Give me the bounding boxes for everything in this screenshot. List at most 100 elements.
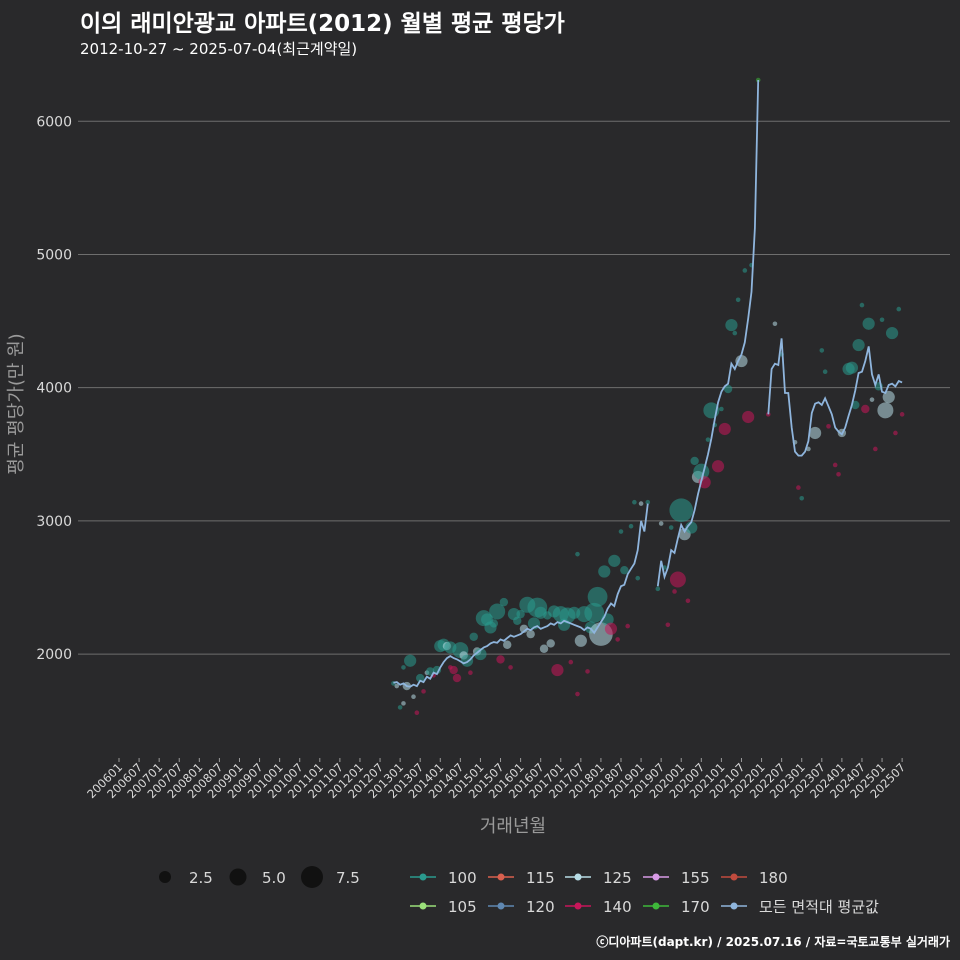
data-point <box>806 446 811 452</box>
data-point <box>826 424 831 429</box>
data-point <box>885 326 899 340</box>
legend-swatch-dot <box>574 873 582 881</box>
data-point <box>489 603 506 620</box>
size-legend-label: 5.0 <box>262 869 286 887</box>
data-point <box>669 571 686 588</box>
legend-swatch-dot <box>497 873 505 881</box>
data-point <box>711 460 725 473</box>
data-point <box>718 422 731 436</box>
y-tick-label: 3000 <box>36 514 72 530</box>
data-point <box>604 622 618 635</box>
data-point <box>765 412 771 417</box>
data-point <box>690 456 699 466</box>
legend-label: 100 <box>448 869 477 887</box>
legend-swatch-dot <box>730 902 738 910</box>
data-point <box>394 683 400 689</box>
data-point <box>397 705 403 710</box>
data-point <box>615 637 620 642</box>
data-point <box>620 565 629 575</box>
scatter-points <box>391 77 905 715</box>
data-point <box>685 598 691 604</box>
x-axis-ticks: 2006012006072007012007072008012008072009… <box>84 758 908 801</box>
data-point <box>401 701 406 706</box>
data-point <box>723 384 733 394</box>
data-point <box>575 551 580 557</box>
series-line-average <box>393 503 649 688</box>
data-point <box>862 317 875 330</box>
chart-subtitle: 2012-10-27 ~ 2025-07-04(최근계약일) <box>80 40 358 58</box>
legend-label: 140 <box>603 898 632 916</box>
data-point <box>869 397 875 402</box>
legend-swatch-dot <box>497 902 505 910</box>
data-point <box>460 654 474 667</box>
data-point <box>618 529 624 534</box>
data-point <box>539 644 549 653</box>
data-point <box>468 670 473 676</box>
data-point <box>575 691 580 697</box>
data-point <box>655 586 661 592</box>
data-point <box>832 462 838 468</box>
data-point <box>819 348 825 353</box>
data-point <box>508 665 513 670</box>
legend-label: 115 <box>526 869 555 887</box>
data-point <box>861 404 870 414</box>
y-axis-title: 평균 평당가(만 원) <box>6 333 27 474</box>
data-point <box>469 632 478 641</box>
size-legend-label: 2.5 <box>189 869 213 887</box>
data-point <box>799 495 805 501</box>
data-point <box>719 406 724 412</box>
data-point <box>735 354 748 368</box>
data-point <box>503 640 512 649</box>
data-point <box>669 498 694 523</box>
y-tick-label: 4000 <box>36 381 72 397</box>
data-point <box>404 654 417 667</box>
data-point <box>896 306 902 312</box>
data-point <box>499 597 509 607</box>
data-point <box>796 485 801 490</box>
data-point <box>879 317 885 323</box>
data-point <box>893 430 898 436</box>
size-legend: 2.5 5.0 7.5 <box>159 866 360 888</box>
y-axis-ticks: 2000 3000 4000 5000 6000 <box>36 114 72 663</box>
data-point <box>725 318 738 332</box>
footer-credit: ⓒ디아파트(dapt.kr) / 2025.07.16 / 자료=국토교통부 실… <box>596 935 950 949</box>
y-tick-label: 2000 <box>36 647 72 663</box>
legend-label: 170 <box>681 898 710 916</box>
size-legend-label: 7.5 <box>336 869 360 887</box>
data-point <box>809 426 822 440</box>
size-legend-circle <box>159 871 171 883</box>
data-point <box>877 402 894 419</box>
data-point <box>732 330 738 336</box>
data-point <box>496 655 505 664</box>
legend-swatch-dot <box>652 873 660 881</box>
color-legend: 100 105 115 120 125 140 155 170 180 모든 면적대 평균값 <box>410 869 879 916</box>
gridlines <box>78 120 950 655</box>
average-line <box>393 79 903 688</box>
data-point <box>645 499 651 505</box>
data-point <box>587 586 608 607</box>
data-point <box>401 665 406 670</box>
series-line-average <box>656 79 760 587</box>
legend-label: 120 <box>526 898 555 916</box>
series-line-average <box>767 338 903 457</box>
data-point <box>584 602 605 623</box>
data-point <box>625 623 630 629</box>
data-point <box>635 575 641 581</box>
legend-label: 155 <box>681 869 710 887</box>
size-legend-circle <box>229 868 247 886</box>
data-point <box>822 369 828 375</box>
data-point <box>608 554 621 567</box>
data-point <box>452 673 462 683</box>
data-point <box>672 589 677 594</box>
legend-swatch-dot <box>419 902 427 910</box>
data-point <box>845 361 859 374</box>
data-point <box>474 647 487 661</box>
data-point <box>551 663 564 677</box>
data-point <box>873 446 878 452</box>
data-point <box>421 689 426 694</box>
data-point <box>742 268 748 273</box>
data-point <box>516 609 525 619</box>
data-point <box>658 521 664 526</box>
y-tick-label: 5000 <box>36 247 72 263</box>
